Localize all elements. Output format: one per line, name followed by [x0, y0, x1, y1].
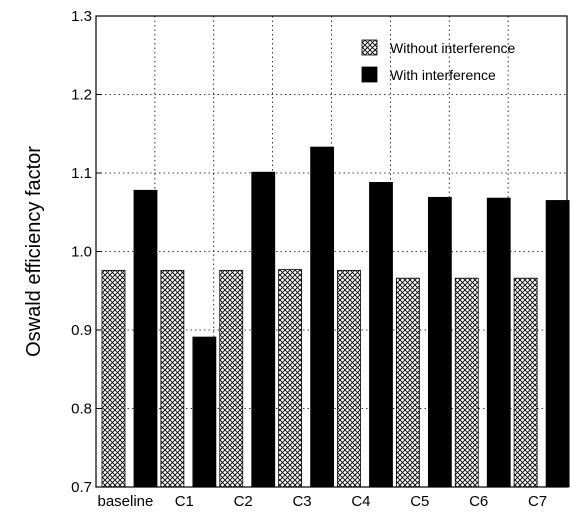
legend-swatch-0	[361, 39, 378, 56]
x-tick-label-5: C5	[410, 493, 429, 510]
bar-C7-series-1	[545, 200, 570, 488]
legend-label-0: Without interference	[390, 40, 515, 56]
bar-C5-series-0	[395, 277, 420, 488]
bar-C2-series-1	[251, 171, 276, 488]
x-tick-label-6: C6	[469, 493, 488, 510]
bar-C4-series-0	[337, 269, 361, 488]
x-tick-label-2: C2	[234, 493, 253, 510]
y-axis-label: Oswald efficiency factor	[23, 146, 45, 357]
x-tick-label-1: C1	[175, 493, 194, 510]
legend-label-1: With interference	[390, 67, 496, 83]
y-tick-label-0: 0.7	[71, 479, 92, 496]
bar-C4-series-1	[369, 182, 393, 488]
bar-C6-series-1	[486, 197, 511, 488]
bar-C5-series-1	[427, 196, 452, 488]
x-axis-ticks: baseline C1 C2 C3 C4 C5 C6 C7	[97, 493, 547, 510]
bar-C3-series-1	[310, 146, 335, 488]
bar-C3-series-0	[278, 269, 303, 488]
y-tick-label-5: 1.2	[71, 87, 92, 104]
bars	[101, 146, 570, 488]
x-tick-label-4: C4	[351, 493, 370, 510]
legend-swatch-1	[361, 66, 378, 83]
bar-C1-series-0	[160, 269, 185, 488]
x-tick-label-0: baseline	[97, 493, 153, 510]
bar-baseline-series-1	[133, 189, 158, 488]
x-tick-label-3: C3	[292, 493, 311, 510]
y-tick-label-1: 0.8	[71, 401, 92, 418]
legend: Without interference With interference	[361, 39, 515, 83]
y-tick-label-4: 1.1	[71, 165, 92, 182]
y-axis-ticks: 0.7 0.8 0.9 1.0 1.1 1.2 1.3	[71, 8, 102, 496]
bar-C6-series-0	[454, 277, 479, 488]
bar-baseline-series-0	[101, 269, 126, 488]
y-tick-label-6: 1.3	[71, 8, 92, 25]
x-tick-label-7: C7	[528, 493, 547, 510]
bar-C2-series-0	[219, 269, 244, 488]
bar-C7-series-0	[513, 277, 538, 488]
y-tick-label-2: 0.9	[71, 322, 92, 339]
bar-C1-series-1	[192, 336, 217, 488]
y-tick-label-3: 1.0	[71, 244, 92, 261]
